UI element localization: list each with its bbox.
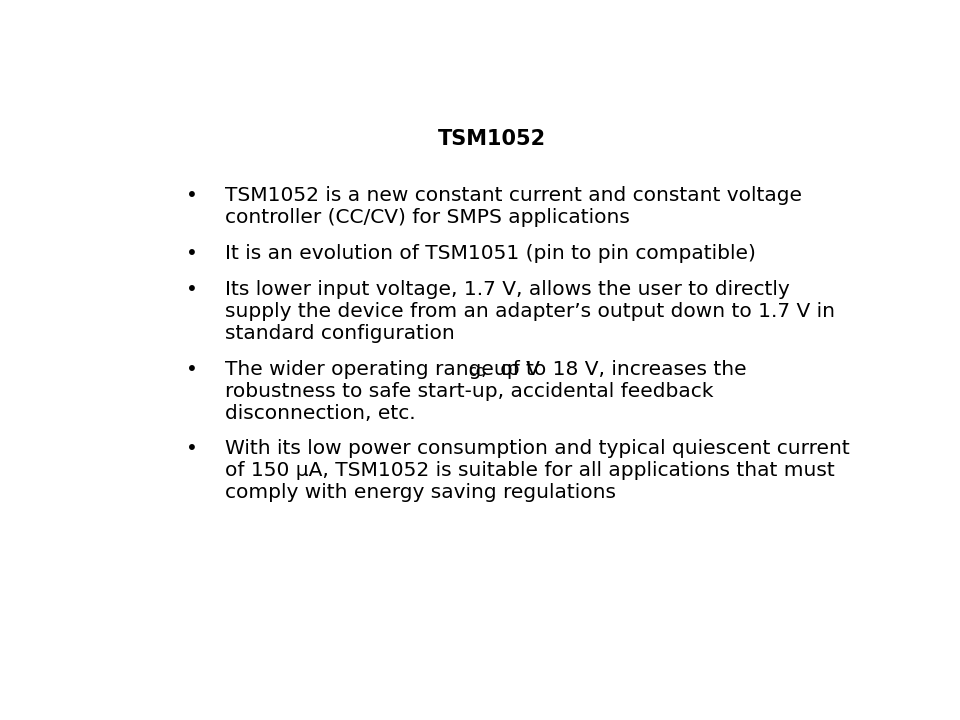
- Text: It is an evolution of TSM1051 (pin to pin compatible): It is an evolution of TSM1051 (pin to pi…: [225, 244, 756, 264]
- Text: •: •: [186, 360, 198, 379]
- Text: , up to 18 V, increases the: , up to 18 V, increases the: [481, 360, 747, 379]
- Text: disconnection, etc.: disconnection, etc.: [225, 404, 416, 423]
- Text: supply the device from an adapter’s output down to 1.7 V in: supply the device from an adapter’s outp…: [225, 302, 834, 321]
- Text: •: •: [186, 280, 198, 299]
- Text: With its low power consumption and typical quiescent current: With its low power consumption and typic…: [225, 439, 850, 459]
- Text: of 150 μA, TSM1052 is suitable for all applications that must: of 150 μA, TSM1052 is suitable for all a…: [225, 462, 834, 480]
- Text: standard configuration: standard configuration: [225, 324, 454, 343]
- Text: cc: cc: [468, 364, 485, 379]
- Text: controller (CC/CV) for SMPS applications: controller (CC/CV) for SMPS applications: [225, 209, 630, 228]
- Text: robustness to safe start-up, accidental feedback: robustness to safe start-up, accidental …: [225, 382, 713, 401]
- Text: TSM1052 is a new constant current and constant voltage: TSM1052 is a new constant current and co…: [225, 186, 802, 205]
- Text: •: •: [186, 439, 198, 459]
- Text: The wider operating range of V: The wider operating range of V: [225, 360, 540, 379]
- Text: •: •: [186, 244, 198, 264]
- Text: comply with energy saving regulations: comply with energy saving regulations: [225, 483, 615, 503]
- Text: Its lower input voltage, 1.7 V, allows the user to directly: Its lower input voltage, 1.7 V, allows t…: [225, 280, 789, 299]
- Text: TSM1052: TSM1052: [438, 129, 546, 149]
- Text: •: •: [186, 186, 198, 205]
